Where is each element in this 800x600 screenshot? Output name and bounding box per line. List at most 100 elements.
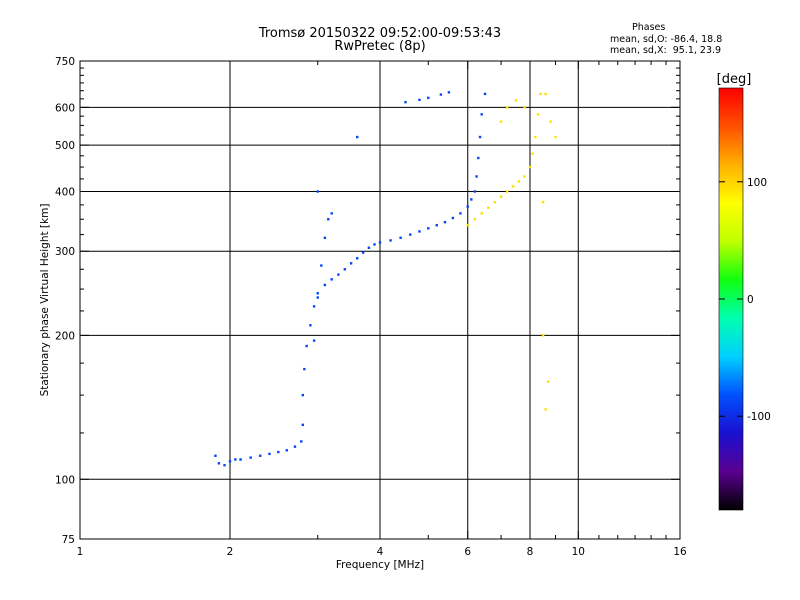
echo-point bbox=[523, 175, 526, 178]
phase-stats-x-mode: mean, sd,X: 95.1, 23.9 bbox=[610, 45, 722, 56]
y-tick-label: 750 bbox=[55, 56, 75, 68]
echo-point bbox=[447, 91, 451, 94]
echo-point bbox=[268, 452, 271, 456]
chart-title: Tromsø 20150322 09:52:00-09:53:43 bbox=[258, 26, 502, 41]
y-axis-tick-labels: 75 100 200 300 400 500 600 750 bbox=[55, 56, 75, 546]
colorbar-tick-label: 0 bbox=[747, 294, 754, 306]
echo-points bbox=[214, 91, 557, 467]
echo-point bbox=[435, 224, 438, 227]
echo-point bbox=[355, 257, 359, 260]
phase-stats-o-mode: mean, sd,O: -86.4, 18.8 bbox=[610, 34, 723, 45]
echo-point bbox=[534, 135, 537, 139]
phase-stats-heading: Phases bbox=[632, 22, 666, 33]
echo-point bbox=[493, 200, 497, 204]
echo-point bbox=[337, 273, 340, 276]
x-tick-label: 10 bbox=[572, 546, 585, 558]
y-tick-label: 100 bbox=[55, 474, 75, 486]
echo-point bbox=[316, 292, 319, 295]
echo-point bbox=[305, 344, 308, 348]
y-tick-label: 500 bbox=[55, 140, 75, 152]
echo-point bbox=[228, 460, 232, 463]
echo-point bbox=[427, 96, 430, 100]
colorbar-unit-label: [deg] bbox=[717, 72, 752, 87]
echo-point bbox=[239, 458, 242, 461]
x-axis-tick-labels: 1 2 4 6 8 10 16 bbox=[77, 546, 687, 558]
echo-point bbox=[466, 205, 469, 208]
echo-point bbox=[544, 92, 547, 96]
echo-point bbox=[223, 464, 226, 467]
echo-point bbox=[399, 236, 402, 240]
echo-point bbox=[549, 120, 552, 123]
echo-point bbox=[361, 251, 365, 254]
echo-point bbox=[217, 462, 221, 465]
echo-point bbox=[528, 165, 532, 169]
grid-lines bbox=[80, 61, 680, 539]
y-tick-label: 600 bbox=[55, 102, 75, 114]
echo-point bbox=[554, 135, 557, 139]
echo-point bbox=[249, 456, 252, 459]
echo-point bbox=[343, 268, 347, 271]
echo-point bbox=[473, 218, 477, 221]
echo-point bbox=[418, 98, 421, 102]
echo-point bbox=[301, 393, 305, 397]
x-tick-label: 4 bbox=[377, 546, 384, 558]
echo-point bbox=[473, 190, 477, 193]
echo-point bbox=[373, 243, 376, 246]
echo-point bbox=[505, 190, 509, 193]
y-tick-label: 75 bbox=[62, 534, 75, 546]
colorbar-ticks: 100 0 -100 bbox=[719, 177, 771, 423]
echo-point bbox=[316, 190, 319, 193]
x-tick-label: 16 bbox=[673, 546, 687, 558]
echo-point bbox=[480, 113, 483, 116]
echo-point bbox=[539, 92, 542, 96]
echo-point bbox=[544, 408, 547, 411]
axis-ticks bbox=[79, 60, 681, 540]
echo-point bbox=[517, 180, 521, 183]
x-tick-label: 1 bbox=[77, 546, 84, 558]
echo-point bbox=[499, 195, 503, 198]
y-tick-label: 200 bbox=[55, 330, 75, 342]
echo-point bbox=[301, 423, 305, 427]
y-tick-label: 300 bbox=[55, 246, 75, 258]
echo-point bbox=[320, 264, 323, 267]
echo-point bbox=[330, 278, 333, 281]
echo-point bbox=[477, 156, 480, 160]
echo-point bbox=[531, 152, 534, 155]
echo-point bbox=[277, 450, 280, 454]
echo-point bbox=[367, 246, 371, 249]
echo-point bbox=[293, 445, 297, 448]
echo-point bbox=[303, 367, 306, 371]
echo-point bbox=[466, 224, 469, 227]
x-tick-label: 6 bbox=[464, 546, 471, 558]
echo-point bbox=[234, 458, 237, 461]
echo-point bbox=[514, 99, 518, 102]
echo-point bbox=[355, 135, 359, 139]
echo-point bbox=[451, 216, 455, 220]
echo-point bbox=[480, 212, 483, 215]
echo-point bbox=[323, 283, 327, 287]
x-tick-label: 2 bbox=[227, 546, 234, 558]
echo-point bbox=[523, 106, 526, 109]
echo-point bbox=[309, 324, 312, 327]
echo-point bbox=[541, 200, 545, 204]
echo-point bbox=[536, 113, 540, 116]
x-tick-label: 8 bbox=[527, 546, 534, 558]
y-tick-label: 400 bbox=[55, 186, 75, 198]
echo-point bbox=[487, 206, 490, 209]
echo-point bbox=[316, 296, 319, 299]
echo-point bbox=[511, 185, 515, 188]
echo-point bbox=[418, 230, 421, 233]
echo-point bbox=[475, 175, 478, 178]
chart-subtitle: RwPretec (8p) bbox=[334, 39, 426, 54]
echo-point bbox=[443, 221, 447, 224]
phase-colorbar: [deg] 100 0 -100 bbox=[717, 72, 771, 511]
echo-point bbox=[541, 334, 545, 337]
echo-point bbox=[300, 440, 303, 443]
echo-point bbox=[409, 233, 412, 236]
echo-point bbox=[546, 380, 550, 383]
echo-point bbox=[259, 454, 262, 457]
colorbar-tick-label: 100 bbox=[747, 177, 767, 189]
echo-point bbox=[470, 198, 473, 201]
